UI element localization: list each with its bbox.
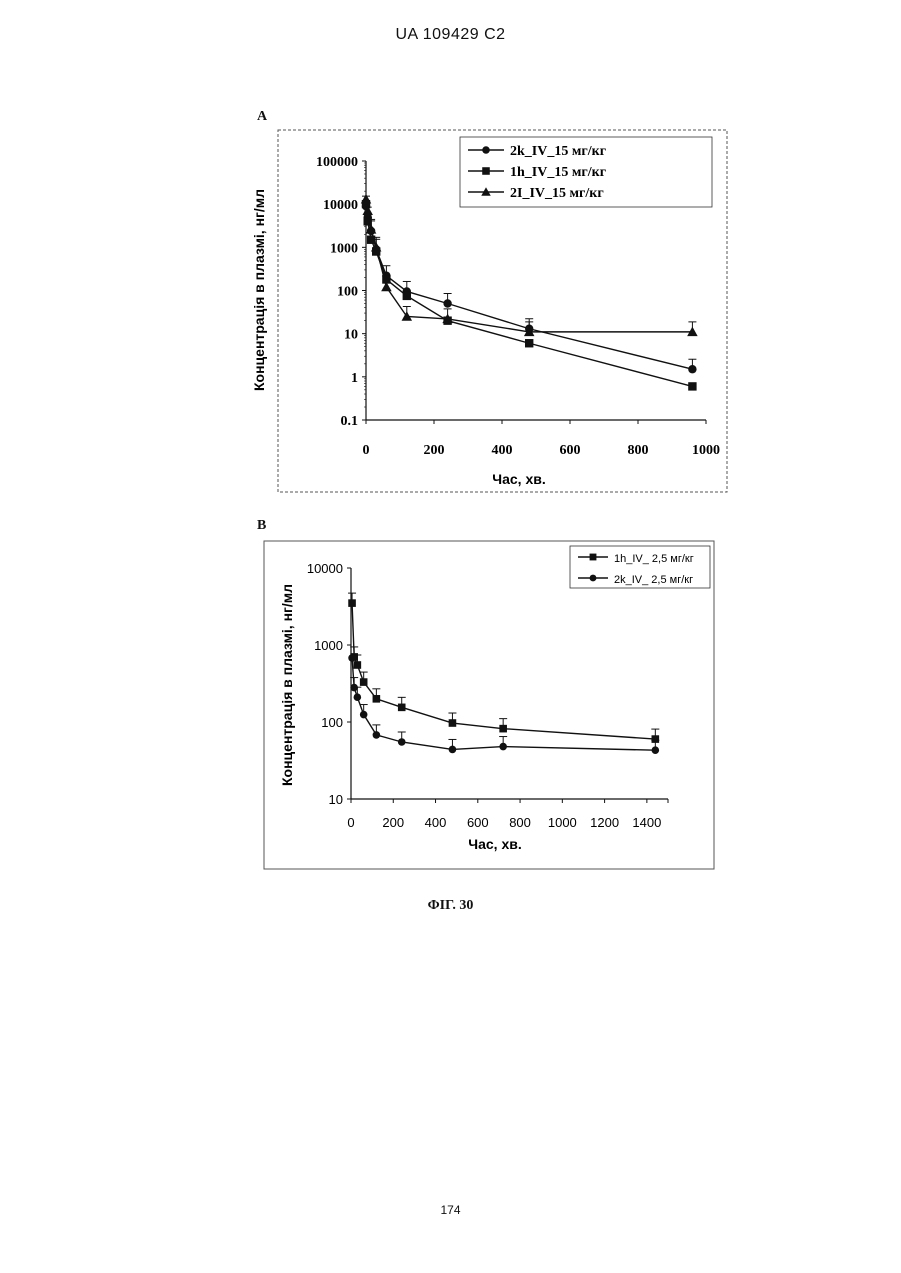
chart-b-x-tick-label: 400 xyxy=(425,815,447,830)
chart-b-xlabel: Час, хв. xyxy=(468,836,521,852)
chart-b-y-tick-label: 10 xyxy=(329,792,343,807)
chart-b-series-1-point xyxy=(398,738,406,746)
chart-b-series-0-point xyxy=(354,661,362,669)
chart-b-series-1-point xyxy=(373,731,381,739)
chart-b-y-tick-label: 100 xyxy=(321,715,343,730)
chart-b-ylabel: Концентрація в плазмі, нг/мл xyxy=(279,584,295,786)
chart-b-y-tick-label: 1000 xyxy=(314,638,343,653)
chart-b-series-0-point xyxy=(398,704,406,712)
figure-caption: ФІГ. 30 xyxy=(0,898,901,914)
chart-b-series-1-point xyxy=(499,743,507,751)
chart-b-x-tick-label: 600 xyxy=(467,815,489,830)
chart-b-series-1-point xyxy=(360,711,368,719)
chart-b-y-tick-label: 10000 xyxy=(307,561,343,576)
chart-b-legend-marker-0 xyxy=(590,554,597,561)
chart-b-legend-marker-1 xyxy=(590,575,597,582)
chart-b-legend-entry-0: 1h_IV_ 2,5 мг/кг xyxy=(614,553,694,565)
chart-b-x-tick-label: 0 xyxy=(347,815,354,830)
chart-b-series-1-point xyxy=(652,746,660,754)
chart-b-series-0-point xyxy=(373,695,381,703)
chart-b-series-1-point xyxy=(348,654,356,662)
chart-b-series-0-point xyxy=(449,719,457,727)
chart-b-series-0-point xyxy=(499,725,507,733)
chart-b-series-1-point xyxy=(449,746,457,754)
chart-b-series-1-point xyxy=(354,693,362,701)
page-number: 174 xyxy=(0,1203,901,1217)
chart-b-series-0-point xyxy=(360,678,368,686)
chart-b-x-tick-label: 1000 xyxy=(548,815,577,830)
chart-b-legend-entry-1: 2k_IV_ 2,5 мг/кг xyxy=(614,574,693,586)
chart-b-x-tick-label: 1400 xyxy=(632,815,661,830)
chart-b-x-tick-label: 200 xyxy=(382,815,404,830)
chart-b-x-tick-label: 1200 xyxy=(590,815,619,830)
chart-b-series-0-point xyxy=(348,599,356,607)
chart-b-x-tick-label: 800 xyxy=(509,815,531,830)
